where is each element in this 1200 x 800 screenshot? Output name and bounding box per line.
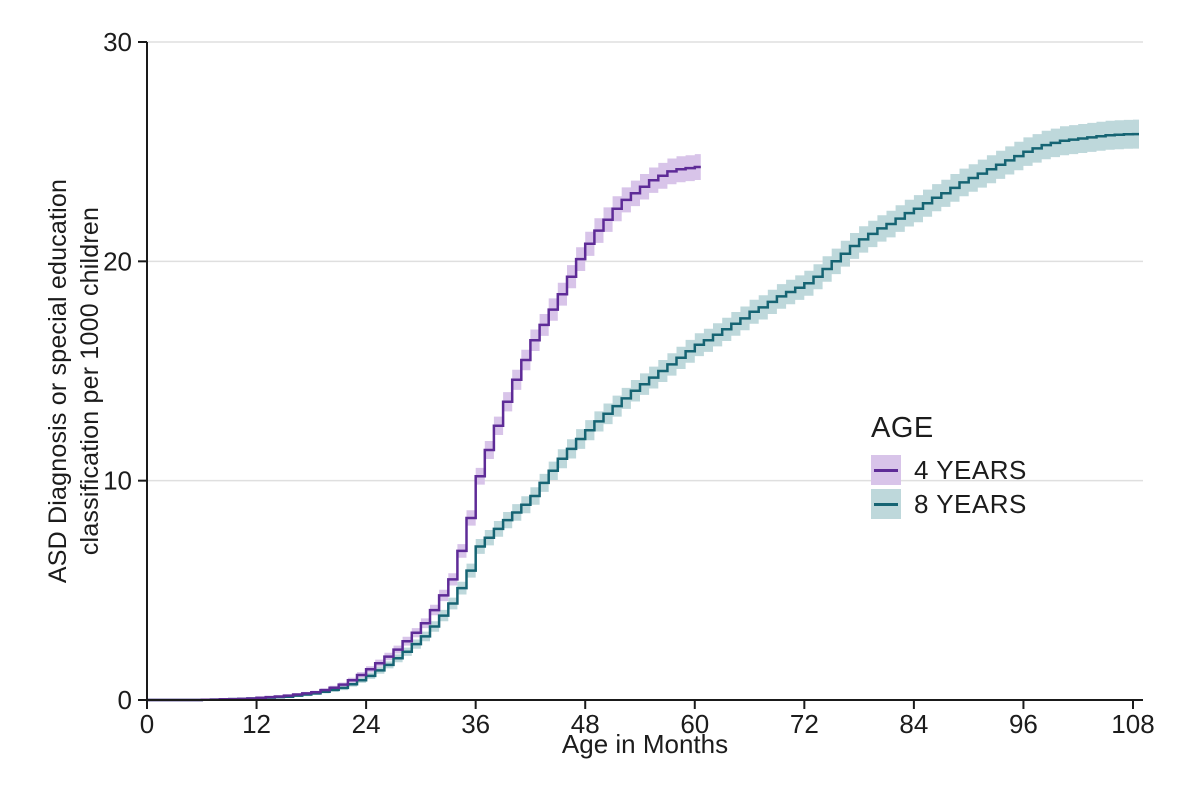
confidence-bands <box>147 119 1139 701</box>
x-tick-label-48: 48 <box>571 709 600 739</box>
band-8-years <box>147 119 1139 701</box>
y-tick-label-30: 30 <box>103 27 132 57</box>
x-tick-label-0: 0 <box>140 709 154 739</box>
legend-swatch-8-years-icon <box>871 489 901 519</box>
legend-label-4-years: 4 YEARS <box>914 454 1027 485</box>
x-tick-label-12: 12 <box>242 709 271 739</box>
tick-marks <box>138 41 1134 709</box>
legend-swatch-4-years-icon <box>871 455 901 485</box>
x-tick-label-24: 24 <box>352 709 381 739</box>
x-tick-label-36: 36 <box>461 709 490 739</box>
x-axis-title: Age in Months <box>561 729 729 759</box>
line-4-years <box>147 165 701 702</box>
legend-line-8-years-icon <box>874 502 898 506</box>
x-tick-label-60: 60 <box>680 709 709 739</box>
x-tick-label-96: 96 <box>1009 709 1038 739</box>
y-axis-title-line2: classification per 1000 children <box>76 206 104 556</box>
y-axis-title-line1: ASD Diagnosis or special education <box>44 178 72 584</box>
axes <box>146 42 1143 701</box>
tick-labels: 0 10 20 30 0 12 24 36 48 60 72 84 96 108 <box>103 27 1155 739</box>
x-tick-label-84: 84 <box>899 709 928 739</box>
y-tick-label-20: 20 <box>103 246 132 276</box>
y-tick-label-0: 0 <box>118 685 132 715</box>
gridlines <box>147 41 1143 482</box>
legend-title: AGE <box>871 412 934 444</box>
y-axis-title: ASD Diagnosis or special education class… <box>42 101 106 661</box>
legend: AGE 4 YEARS 8 YEARS <box>871 412 1027 522</box>
y-tick-label-10: 10 <box>103 466 132 496</box>
series-lines <box>147 132 1139 702</box>
legend-item-8-years: 8 YEARS <box>871 488 1027 520</box>
legend-line-4-years-icon <box>874 468 898 472</box>
legend-label-8-years: 8 YEARS <box>914 488 1027 519</box>
legend-item-4-years: 4 YEARS <box>871 454 1027 486</box>
x-tick-label-72: 72 <box>790 709 819 739</box>
x-tick-label-108: 108 <box>1111 709 1154 739</box>
line-8-years <box>147 132 1139 702</box>
band-4-years <box>147 154 701 701</box>
